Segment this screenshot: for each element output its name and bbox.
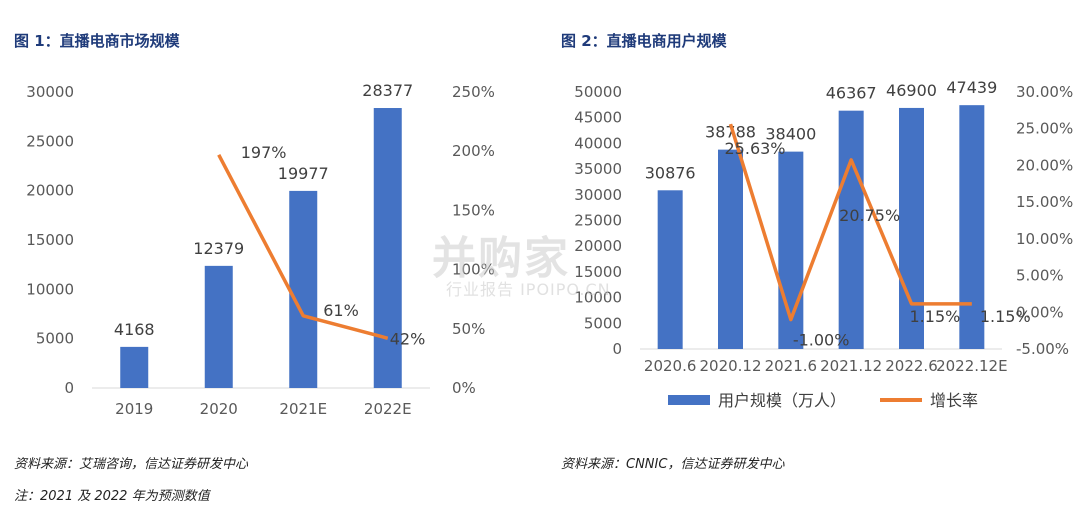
chart2-y-left-tick: 35000: [574, 160, 622, 178]
chart2-bar-label: 38788: [705, 123, 756, 142]
chart2-y-right-tick: 15.00%: [1016, 193, 1073, 211]
chart2-line-label: 25.63%: [725, 139, 786, 158]
chart1-category-label: 2020: [200, 400, 238, 418]
chart2-y-left-tick: 15000: [574, 263, 622, 281]
chart1-y-right-tick: 150%: [452, 201, 495, 219]
chart2-y-left-tick: 30000: [574, 186, 622, 204]
chart1-line-label: 61%: [323, 301, 359, 320]
figure2-source: 资料来源：CNNIC，信达证券研发中心: [561, 457, 785, 472]
chart2-category-label: 2020.6: [644, 357, 697, 375]
chart1-category-label: 2022E: [364, 400, 412, 418]
chart2-line-label: 20.75%: [839, 206, 900, 225]
chart1-line-series: [217, 153, 389, 340]
chart2-y-left-tick: 0: [612, 340, 622, 358]
chart2-y-right-tick: 0.00%: [1016, 303, 1064, 321]
chart2-line-label: -1.00%: [793, 331, 850, 350]
chart1-bar: [373, 108, 402, 388]
chart1-bar-label: 12379: [193, 239, 244, 258]
chart2-y-left-tick: 45000: [574, 109, 622, 127]
chart2-y-left-tick: 25000: [574, 212, 622, 230]
chart2-bar: [838, 110, 864, 350]
figure1-note: 注：2021 及 2022 年为预测数值: [14, 489, 210, 504]
chart2-y-right-tick: -5.00%: [1016, 340, 1069, 358]
chart1-category-label: 2019: [115, 400, 153, 418]
chart1-bar-label: 4168: [114, 320, 155, 339]
chart2-line-label: 1.15%: [910, 307, 961, 326]
chart1-category-label: 2021E: [279, 400, 327, 418]
chart1-y-left-tick: 30000: [26, 83, 74, 101]
chart1-y-left-tick: 15000: [26, 231, 74, 249]
chart1-bar-label: 28377: [362, 81, 413, 100]
chart1-y-left-tick: 25000: [26, 132, 74, 150]
chart2-bar-label: 30876: [645, 163, 696, 182]
chart2-legend-line-label: 增长率: [930, 391, 978, 410]
chart1-y-left-tick: 0: [64, 379, 74, 397]
figure2-title: 图 2：直播电商用户规模: [561, 32, 727, 50]
chart2-y-right-tick: 5.00%: [1016, 267, 1064, 285]
figure1-source: 资料来源：艾瑞咨询，信达证券研发中心: [14, 457, 249, 472]
watermark-logo: 并购家: [432, 233, 570, 284]
chart1-y-left-tick: 20000: [26, 182, 74, 200]
chart2-category-label: 2021.6: [765, 357, 818, 375]
chart1-y-right-tick: 50%: [452, 320, 485, 338]
chart1-y-right-tick: 200%: [452, 142, 495, 160]
chart2-y-left-tick: 5000: [584, 314, 622, 332]
chart1-bar: [289, 190, 318, 388]
chart2-line-series: [728, 123, 972, 322]
chart2-y-right-tick: 30.00%: [1016, 83, 1073, 101]
chart2-bar-label: 46900: [886, 81, 937, 100]
chart1-line-label: 197%: [241, 143, 287, 162]
watermark-text: 行业报告 IPOIPO.CN: [446, 280, 611, 299]
chart2-y-left-tick: 40000: [574, 134, 622, 152]
chart2-category-label: 2022.12E: [936, 357, 1008, 375]
chart1-bar: [120, 346, 149, 388]
chart2-y-left-tick: 10000: [574, 289, 622, 307]
chart2-line-label: 1.15%: [980, 307, 1031, 326]
figure1-title: 图 1：直播电商市场规模: [14, 32, 180, 50]
chart2-bar: [899, 107, 924, 350]
chart2-bar: [718, 149, 743, 349]
chart1-bar-label: 19977: [278, 164, 329, 183]
chart2-y-right-tick: 20.00%: [1016, 156, 1073, 174]
chart1-y-right-tick: 100%: [452, 261, 495, 279]
chart2-category-label: 2022.6: [885, 357, 938, 375]
chart2-bar: [657, 190, 683, 349]
chart2-y-left-tick: 50000: [574, 83, 622, 101]
chart2-legend-bar-label: 用户规模（万人）: [718, 391, 846, 410]
chart1-line-label: 42%: [390, 329, 426, 348]
chart2-bar-label: 38400: [765, 125, 816, 144]
chart2-bar-label: 46367: [826, 84, 877, 103]
chart2-bar-label: 47439: [946, 78, 997, 97]
chart2-legend-bar-swatch: [668, 395, 710, 405]
chart1-bar: [204, 265, 233, 388]
chart2-y-right-tick: 10.00%: [1016, 230, 1073, 248]
chart2-y-left-tick: 20000: [574, 237, 622, 255]
chart2-category-label: 2020.12: [699, 357, 761, 375]
chart2-bar: [959, 105, 985, 349]
chart1-y-left-tick: 5000: [36, 330, 74, 348]
chart1-y-right-tick: 0%: [452, 379, 476, 397]
chart2-y-right-tick: 25.00%: [1016, 120, 1073, 138]
chart1-y-left-tick: 10000: [26, 280, 74, 298]
chart2-category-label: 2021.12: [820, 357, 882, 375]
chart1-y-right-tick: 250%: [452, 83, 495, 101]
